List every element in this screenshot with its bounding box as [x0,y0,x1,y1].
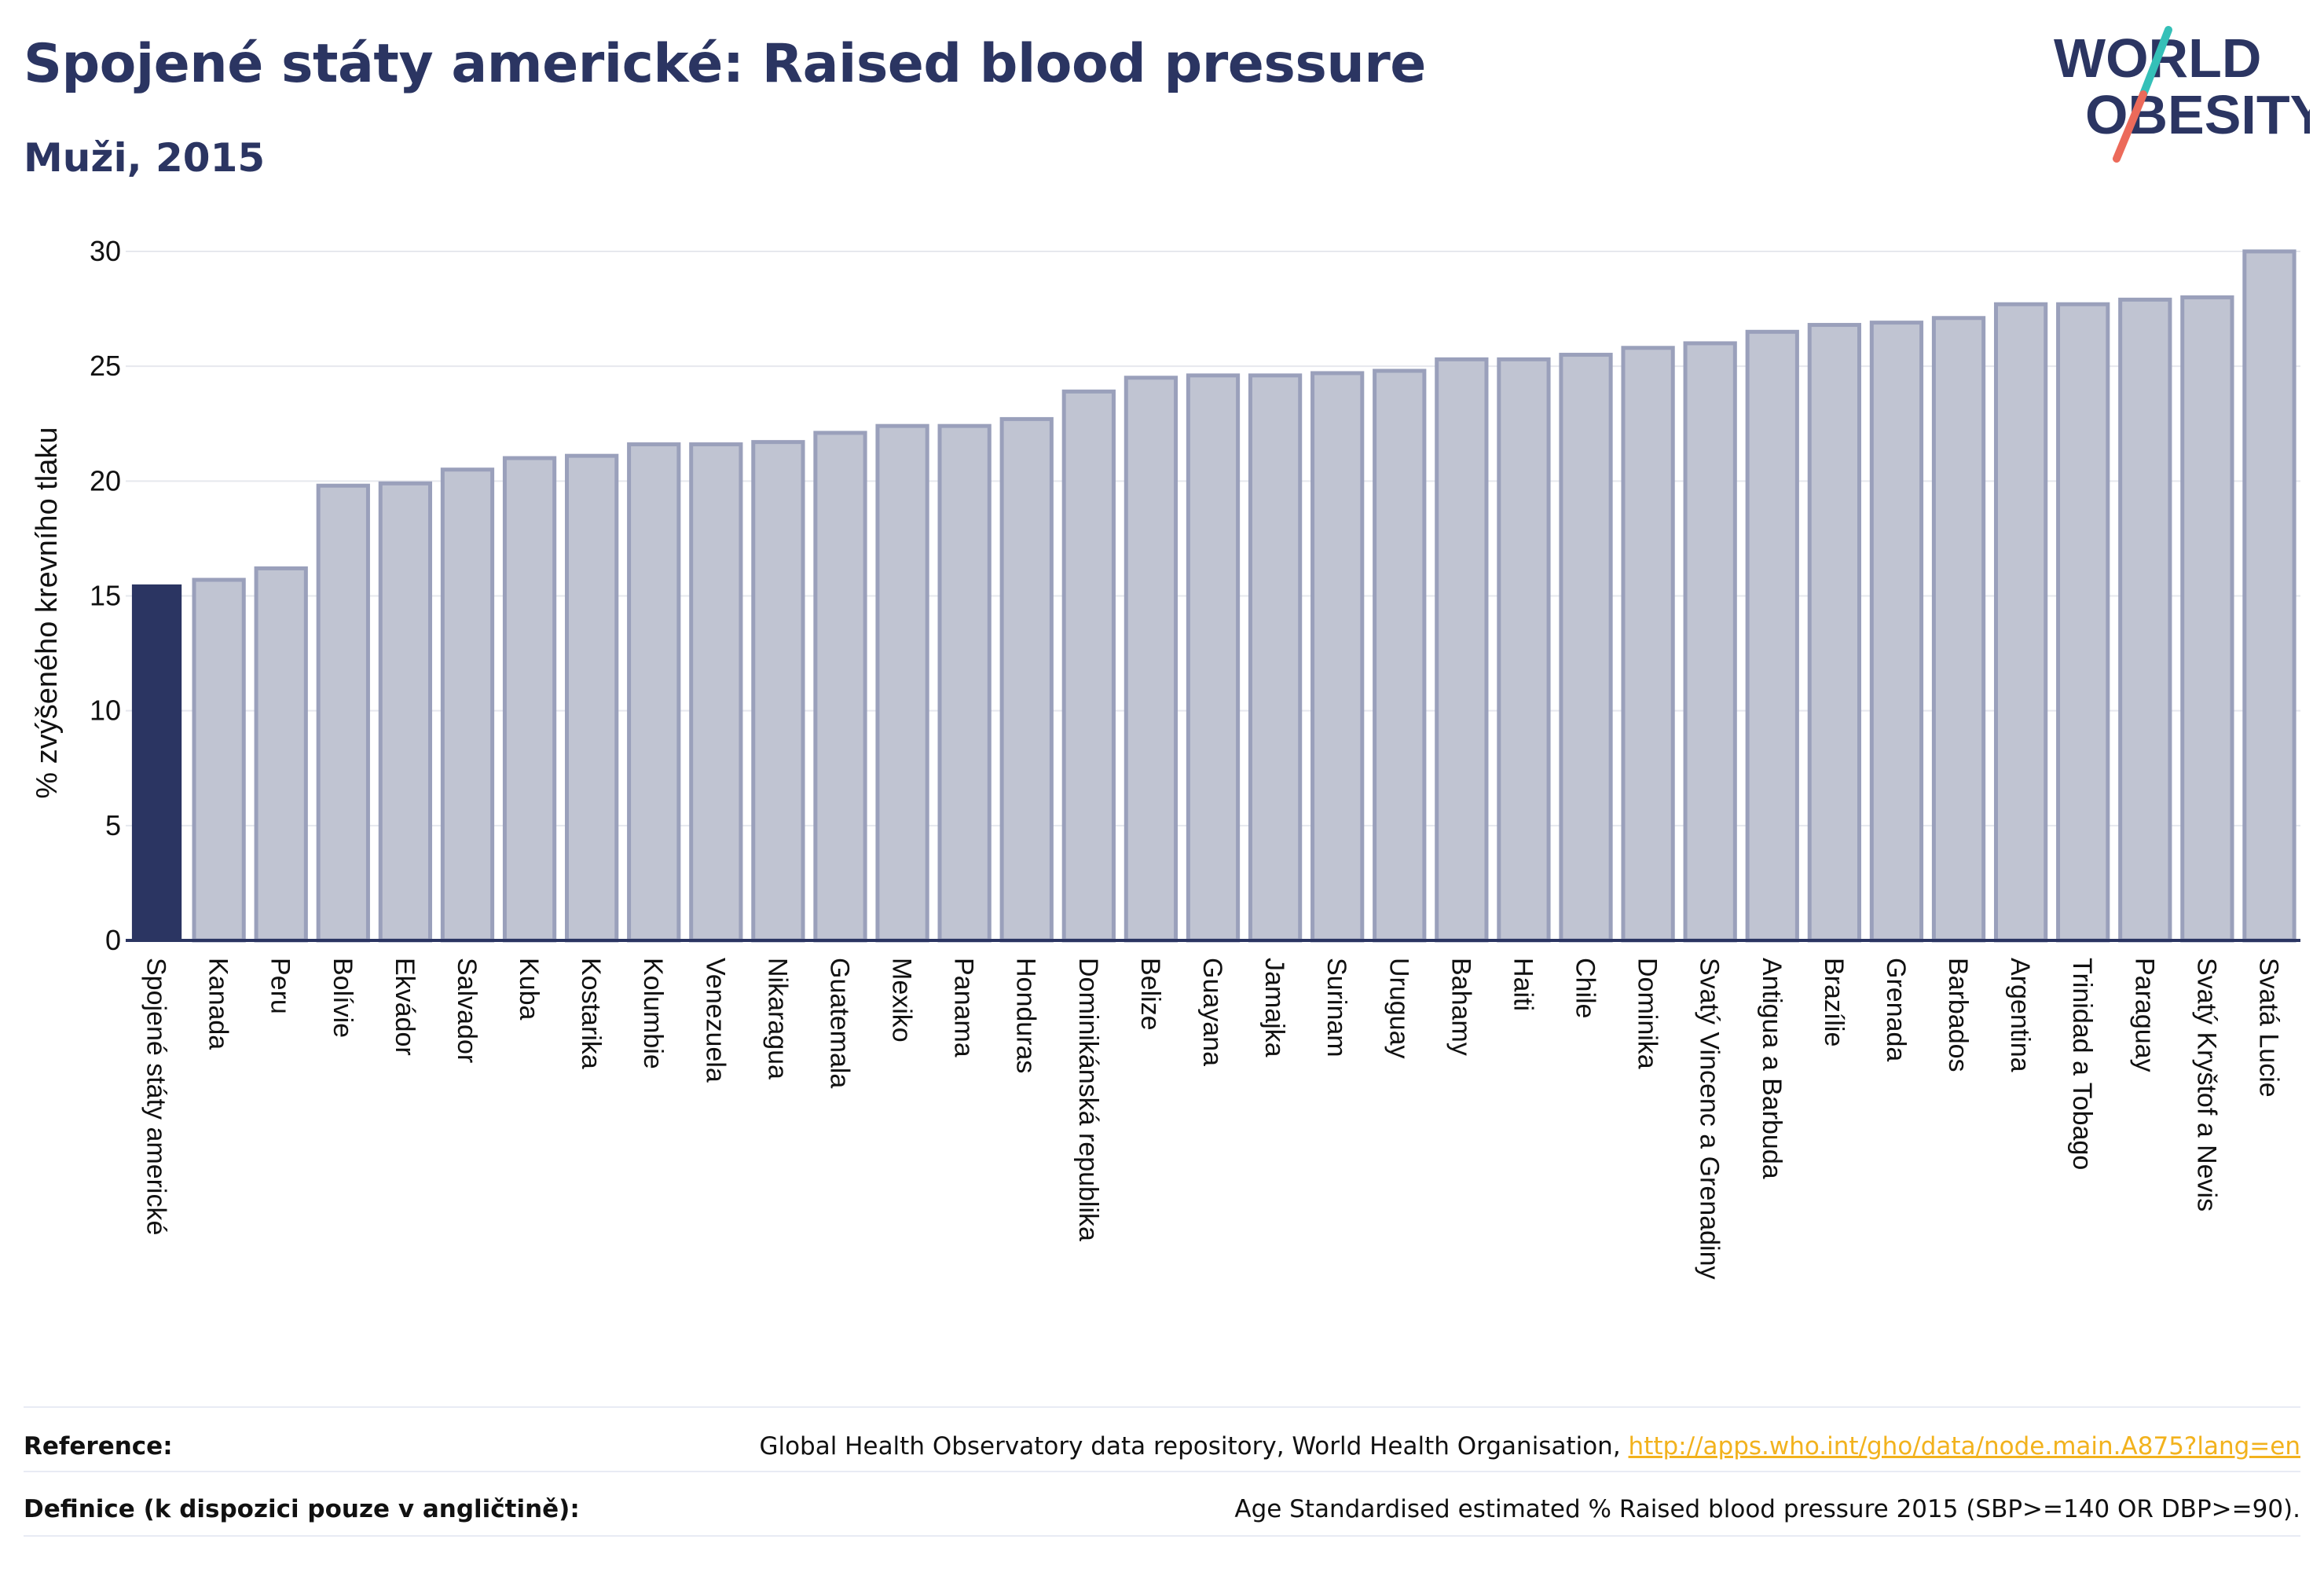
x-tick-label: Venezuela [700,958,730,1083]
bar-12 [875,423,929,943]
bar-13 [937,423,992,943]
footer-rule-bottom [24,1535,2300,1537]
bar-32 [2118,297,2172,943]
x-tick-label: Mexiko [887,958,917,1043]
x-tick-label: Kostarika [576,958,606,1069]
bar-24 [1621,346,1675,943]
x-tick-label: Kanada [203,958,233,1050]
x-tick-label: Salvador [452,958,482,1063]
definition-text: Age Standardised estimated % Raised bloo… [1234,1495,2300,1523]
y-tick-label: 20 [90,464,121,497]
logo-slash-teal [2139,26,2172,98]
x-tick-label: Belize [1135,958,1165,1031]
x-tick-label: Bolívie [328,958,357,1038]
x-tick-label: Antigua a Barbuda [1757,958,1787,1179]
footer-rule-middle [24,1471,2300,1472]
bar-21 [1435,357,1489,943]
x-tick-label: Svatý Kryštof a Nevis [2191,958,2221,1211]
bar-5 [440,467,495,943]
bar-27 [1807,323,1861,943]
bar-25 [1683,341,1737,943]
x-tick-label: Haiti [1508,958,1538,1011]
x-tick-label: Svatý Vincenc a Grenadiny [1695,958,1725,1280]
bar-23 [1559,353,1613,943]
bar-26 [1745,329,1799,943]
y-axis-label: % zvýšeného krevního tlaku [31,427,64,798]
x-tick-label: Dominikánská republika [1073,958,1103,1241]
logo-slash-coral [2113,90,2147,163]
bar-11 [813,431,867,943]
bar-16 [1124,376,1178,943]
x-tick-label: Peru [266,958,295,1014]
bar-14 [999,416,1054,943]
x-tick-label: Argentina [2005,958,2035,1072]
x-tick-label: Bahamy [1446,958,1475,1056]
x-tick-label: Chile [1571,958,1600,1018]
x-tick-label: Grenada [1881,958,1911,1061]
bar-22 [1497,357,1551,943]
definition-label: Definice (k dispozici pouze v angličtině… [24,1495,580,1523]
x-tick-label: Trinidad a Tobago [2067,958,2097,1170]
bar-10 [751,440,805,943]
y-tick-label: 15 [90,580,121,612]
reference-text: Global Health Observatory data repositor… [759,1432,1621,1461]
x-tick-label: Guatemala [824,958,854,1088]
bar-chart: Spojené státy americké Kanada Peru Bolívie E… [31,235,2300,1280]
chart-title: Spojené státy americké: Raised blood pre… [24,33,1426,95]
x-tick-label: Honduras [1011,958,1041,1073]
bar-9 [689,442,743,943]
bar-20 [1373,368,1427,943]
x-tick-label: Spojené státy americké [141,958,171,1235]
x-tick-label: Surinam [1321,958,1351,1057]
chart-subtitle: Muži, 2015 [24,135,266,181]
x-tick-labels: Spojené státy americké Kanada Peru Bolívie E… [141,958,2284,1280]
x-tick-label: Dominika [1633,958,1662,1069]
bar-7 [565,453,619,943]
reference-value: Global Health Observatory data repositor… [759,1432,2300,1461]
bar-3 [316,483,370,943]
world-obesity-logo: WORLD OBESITY [2054,26,2310,163]
x-tick-label: Svatá Lucie [2253,958,2283,1098]
y-tick-label: 0 [105,924,121,956]
y-tick-label: 5 [105,809,121,841]
bar-18 [1248,373,1303,943]
x-tick-label: Brazílie [1819,958,1849,1046]
bars [131,249,2297,943]
bar-15 [1061,389,1116,943]
bar-29 [1931,316,1986,943]
bar-34 [2242,249,2297,943]
bar-31 [2056,302,2110,943]
x-tick-label: Barbados [1943,958,1973,1072]
reference-label: Reference: [24,1432,173,1461]
x-tick-label: Guayana [1197,958,1227,1066]
x-tick-label: Ekvádor [390,958,420,1056]
x-tick-label: Kolumbie [638,958,668,1069]
x-tick-label: Nikaragua [762,958,792,1079]
bar-33 [2180,295,2234,943]
y-tick-label: 10 [90,695,121,727]
footer-rule-top [24,1406,2300,1408]
bar-8 [627,442,681,943]
bar-19 [1310,371,1365,943]
bar-2 [254,566,308,943]
bar-0 [131,584,182,940]
bar-17 [1186,373,1241,943]
x-tick-label: Paraguay [2129,958,2159,1072]
bar-30 [1993,302,2048,943]
x-tick-label: Kuba [514,958,544,1020]
x-tick-label: Jamajka [1259,958,1289,1057]
x-tick-label: Uruguay [1384,958,1413,1059]
reference-link[interactable]: http://apps.who.int/gho/data/node.main.A… [1628,1432,2300,1461]
y-tick-label: 30 [90,235,121,267]
footer-reference-row: Reference: Global Health Observatory dat… [24,1424,2300,1469]
bar-1 [192,577,246,943]
y-tick-label: 25 [90,350,121,382]
x-tick-label: Panama [949,958,979,1057]
footer-definition-row: Definice (k dispozici pouze v angličtině… [24,1486,2300,1532]
bar-4 [378,481,433,943]
bar-28 [1869,321,1924,943]
bar-6 [502,456,557,943]
y-tick-labels: 0 5 10 15 20 25 30 [90,235,121,956]
